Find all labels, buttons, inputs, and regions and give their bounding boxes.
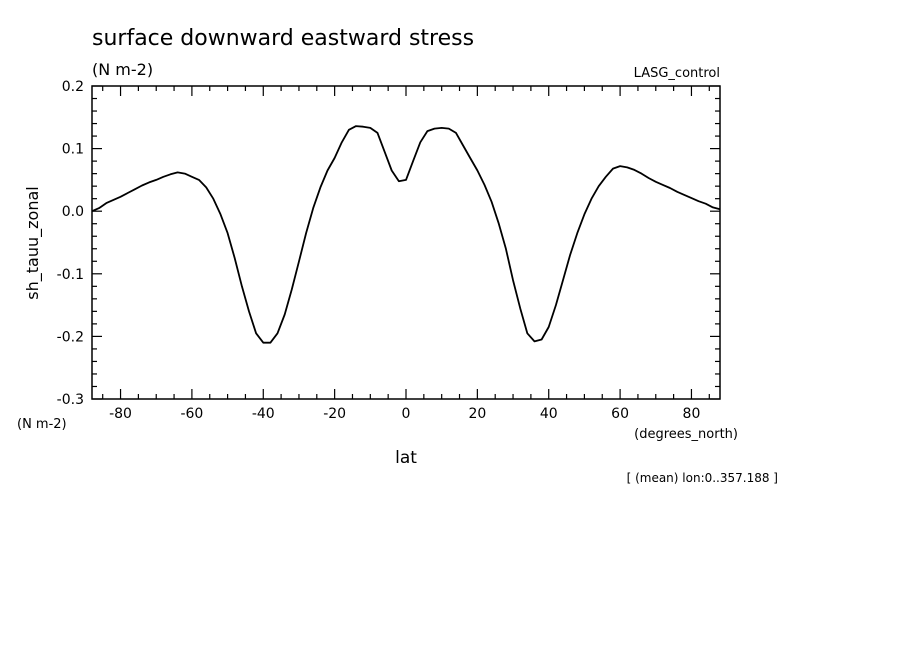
chart-title: surface downward eastward stress (92, 26, 474, 51)
x-tick-label: -60 (180, 406, 203, 422)
x-axis-tick-labels: -80 -60 -40 -20 0 20 40 60 80 (109, 406, 700, 422)
y-axis-units: (N m-2) (17, 417, 67, 432)
dataset-label: LASG_control (634, 66, 720, 81)
x-axis-label: lat (395, 448, 417, 468)
x-tick-label: 0 (402, 406, 411, 422)
x-tick-label: -40 (252, 406, 275, 422)
y-axis-label: sh_tauu_zonal (23, 186, 43, 299)
y-tick-label: -0.2 (57, 329, 84, 345)
x-tick-label: -20 (323, 406, 346, 422)
y-axis-ticks (92, 85, 720, 400)
x-axis-units: (degrees_north) (634, 427, 738, 442)
plot-frame (91, 85, 721, 400)
y-tick-label: -0.1 (57, 267, 84, 283)
x-tick-label: 20 (468, 406, 486, 422)
x-tick-label: 40 (540, 406, 558, 422)
chart-subtitle: (N m-2) (92, 60, 153, 79)
series-line (91, 125, 721, 344)
y-axis-tick-labels: -0.3 -0.2 -0.1 0.0 0.1 0.2 (57, 79, 84, 408)
footnote: [ (mean) lon:0..357.188 ] (627, 471, 778, 485)
y-tick-label: 0.0 (62, 204, 84, 220)
x-axis-ticks (102, 86, 710, 399)
y-tick-label: -0.3 (57, 392, 84, 408)
x-tick-label: -80 (109, 406, 132, 422)
y-tick-label: 0.2 (62, 79, 84, 95)
x-tick-label: 80 (683, 406, 701, 422)
y-tick-label: 0.1 (62, 142, 84, 158)
x-tick-label: 60 (611, 406, 629, 422)
